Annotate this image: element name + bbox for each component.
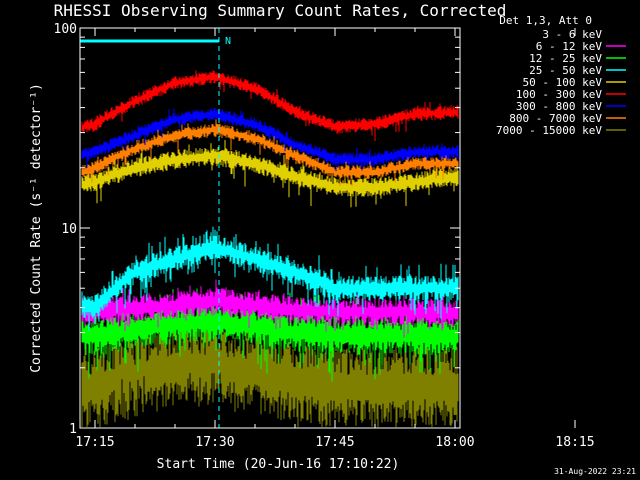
night-flag-label: N — [225, 36, 231, 47]
series-trace-path — [81, 226, 459, 331]
x-tick-label: 18:15 — [555, 435, 594, 450]
legend-entry: 6 - 12 keV — [536, 40, 626, 53]
chart-title: RHESSI Observing Summary Count Rates, Co… — [54, 1, 507, 20]
series-trace — [81, 226, 459, 331]
y-tick-label: 100 — [54, 22, 77, 37]
legend-label: 6 - 12 keV — [536, 40, 603, 53]
legend-entry: 3 - 6 keV — [542, 28, 626, 41]
legend-label: 800 - 7000 keV — [509, 112, 602, 125]
series-trace-path — [109, 372, 231, 426]
legend-entry: 7000 - 15000 keV — [496, 124, 626, 137]
y-tick-label: 1 — [69, 422, 77, 437]
series-trace — [81, 140, 459, 208]
legend-label: 12 - 25 keV — [529, 52, 602, 65]
series-trace-path — [81, 108, 459, 171]
data-traces — [81, 70, 459, 427]
series-trace — [109, 372, 231, 426]
series-trace — [81, 325, 459, 427]
y-tick-label: 10 — [61, 222, 77, 237]
footer-timestamp: 31-Aug-2022 23:21 — [554, 467, 636, 476]
series-trace-path — [81, 70, 459, 141]
x-tick-label: 17:15 — [75, 435, 114, 450]
x-tick-label: 18:00 — [435, 435, 474, 450]
legend-entry: 50 - 100 keV — [523, 76, 626, 89]
observing-flags: N — [80, 28, 231, 428]
series-trace-path — [81, 325, 459, 427]
series-trace — [81, 108, 459, 171]
legend-entry: 800 - 7000 keV — [509, 112, 626, 125]
legend-entry: 100 - 300 keV — [516, 88, 626, 101]
legend-label: 100 - 300 keV — [516, 88, 602, 101]
series-trace — [81, 116, 459, 186]
legend-label: 25 - 50 keV — [529, 64, 602, 77]
series-trace-path — [81, 140, 459, 208]
legend-label: 50 - 100 keV — [523, 76, 603, 89]
legend-header: Det 1,3, Att 0 — [499, 14, 592, 27]
legend-label: 7000 - 15000 keV — [496, 124, 602, 137]
series-trace-path — [81, 116, 459, 186]
series-trace — [81, 70, 459, 141]
axes: 17:1517:3017:4518:0018:1518:3018:4511010… — [54, 22, 595, 450]
legend-entry: 300 - 800 keV — [516, 100, 626, 113]
x-tick-label: 17:30 — [195, 435, 234, 450]
legend-label: 300 - 800 keV — [516, 100, 602, 113]
x-axis-label: Start Time (20-Jun-16 17:10:22) — [157, 457, 400, 472]
y-axis-label: Corrected Count Rate (s⁻¹ detector⁻¹) — [29, 83, 44, 373]
legend-label: 3 - 6 keV — [542, 28, 602, 41]
x-tick-label: 17:45 — [315, 435, 354, 450]
legend-entry: 12 - 25 keV — [529, 52, 626, 65]
legend-entry: 25 - 50 keV — [529, 64, 626, 77]
